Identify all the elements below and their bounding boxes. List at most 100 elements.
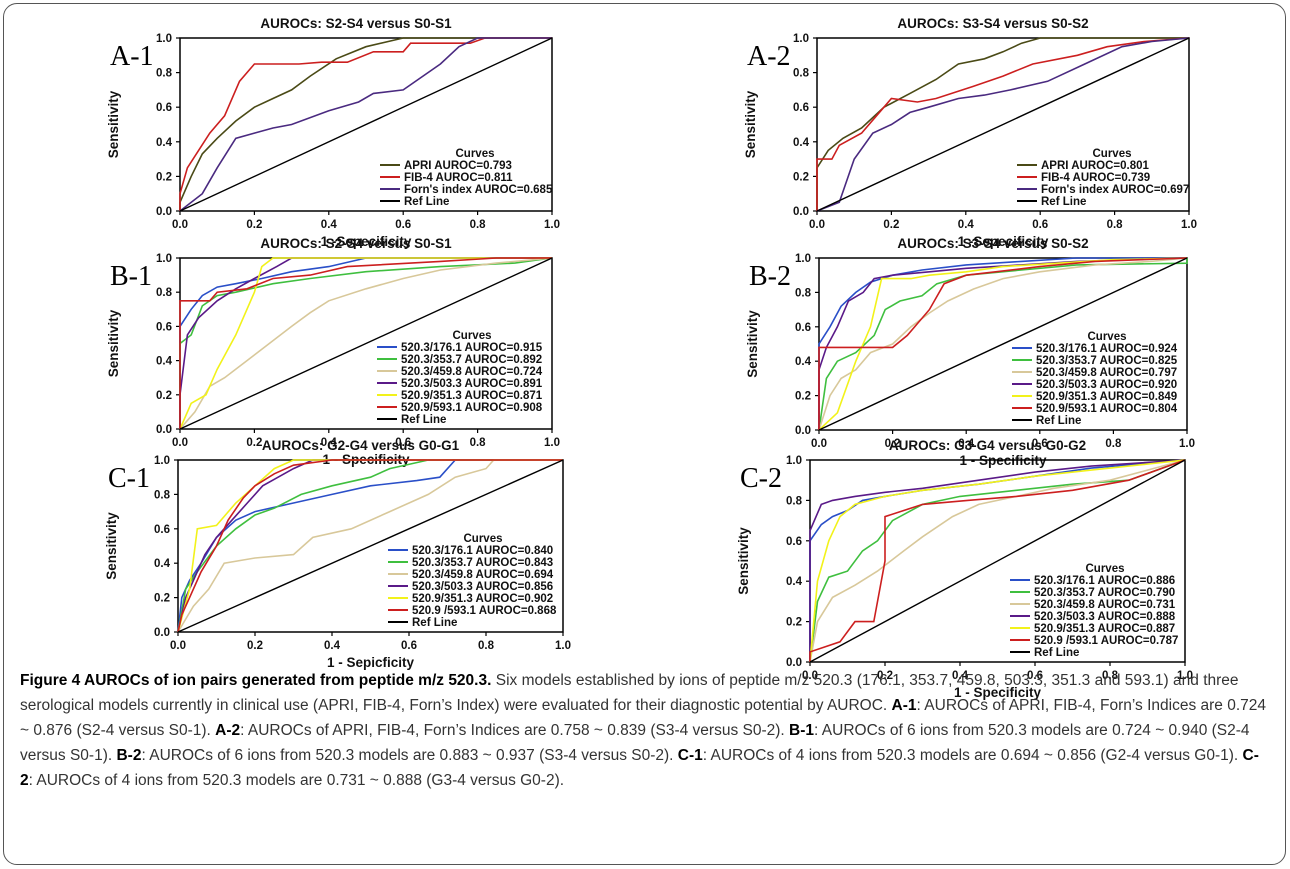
series-line <box>809 459 1186 663</box>
y-tick-label: 0.4 <box>154 558 171 570</box>
legend-entry: 520.3/353.7 AUROC=0.892 <box>401 354 542 366</box>
series-line <box>809 459 1186 662</box>
x-tick-label: 0.0 <box>802 670 818 682</box>
legend-entry: 520.3/503.3 AUROC=0.888 <box>1034 611 1176 623</box>
y-tick-label: 0.0 <box>154 627 170 639</box>
caption-text-a1: : AUROCs of APRI, FIB-4, Forn’s Indices … <box>20 697 1267 739</box>
series-line <box>179 37 552 211</box>
legend-entry: 520.3/459.8 AUROC=0.731 <box>1034 599 1176 611</box>
x-tick-label: 0.4 <box>952 670 969 682</box>
series-line <box>177 459 564 633</box>
series-line <box>179 257 553 430</box>
legend-title: Curves <box>1093 148 1132 160</box>
y-tick-label: 0.2 <box>156 390 172 402</box>
y-tick-label: 0.8 <box>786 495 803 507</box>
y-tick-label: 0.6 <box>154 524 170 536</box>
y-tick-label: 0.6 <box>156 102 172 114</box>
y-tick-label: 0.8 <box>154 489 171 501</box>
series-line <box>816 37 1190 211</box>
x-tick-label: 0.8 <box>1107 219 1124 231</box>
y-tick-label: 1.0 <box>156 33 172 45</box>
x-tick-label: 1.0 <box>544 219 560 231</box>
x-tick-label: 0.8 <box>1105 438 1122 450</box>
y-axis-label: Sensitivity <box>104 512 119 580</box>
legend-entry: 520.3/176.1 AUROC=0.840 <box>412 545 553 557</box>
y-tick-label: 0.2 <box>793 171 809 183</box>
chart-title: AUROCs: S2-S4 versus S0-S1 <box>260 16 452 31</box>
x-tick-label: 0.2 <box>883 219 899 231</box>
panel-label: C-2 <box>740 463 782 494</box>
caption-text-c2: : AUROCs of 4 ions from 520.3 models are… <box>28 772 565 789</box>
legend-entry: APRI AUROC=0.801 <box>1041 160 1150 172</box>
x-tick-label: 0.0 <box>809 219 825 231</box>
y-tick-label: 0.4 <box>156 137 173 149</box>
x-axis-label: 1 -Sepecificity <box>321 234 412 249</box>
legend-title: Curves <box>456 148 495 160</box>
legend-entry: 520.3/353.7 AUROC=0.790 <box>1034 587 1175 599</box>
x-tick-label: 0.8 <box>470 437 487 449</box>
caption-heading: Figure 4 AUROCs of ion pairs generated f… <box>20 672 492 689</box>
series-line <box>179 257 553 430</box>
x-axis-label: 1 -Sepecificity <box>958 234 1049 249</box>
plot-frame <box>816 37 1190 212</box>
caption-label-b1: B-1 <box>789 722 815 739</box>
y-tick-label: 0.2 <box>154 593 170 605</box>
y-tick-label: 0.4 <box>793 137 810 149</box>
x-tick-label: 0.6 <box>1032 438 1048 450</box>
legend-entry: 520.9/351.3 AUROC=0.887 <box>1034 623 1175 635</box>
x-tick-label: 0.4 <box>321 437 338 449</box>
legend-entry: 520.3/353.7 AUROC=0.825 <box>1036 355 1178 367</box>
plot-frame <box>179 37 553 212</box>
y-tick-label: 0.0 <box>786 657 802 669</box>
y-tick-label: 0.8 <box>795 287 812 299</box>
y-tick-label: 0.4 <box>786 576 803 588</box>
x-tick-label: 0.4 <box>958 219 975 231</box>
chart-title: AUROCs: G2-G4 versus G0-G1 <box>262 438 460 453</box>
series-line <box>179 257 552 430</box>
legend-entry: 520.3/176.1 AUROC=0.886 <box>1034 575 1175 587</box>
legend-entry: Ref Line <box>1034 647 1079 659</box>
figure-frame <box>3 3 1286 865</box>
legend-title: Curves <box>464 533 503 545</box>
x-tick-label: 1.0 <box>1181 219 1197 231</box>
series-line <box>179 257 552 429</box>
legend-title: Curves <box>1088 331 1127 343</box>
y-tick-label: 1.0 <box>795 253 811 265</box>
y-tick-label: 0.6 <box>786 536 802 548</box>
caption-text-a2: : AUROCs of APRI, FIB-4, Forn’s Indices … <box>240 722 790 739</box>
y-tick-label: 1.0 <box>793 33 809 45</box>
y-tick-label: 0.4 <box>156 356 173 368</box>
panel-a2: AUROCs: S3-S4 versus S0-S2 A-2 0.0 0.2 0.4 0.… <box>645 10 1285 249</box>
roc-chart-b1: AUROCs: S2-S4 versus S0-S1 B-1 0.0 0.2 0.4 0.… <box>106 236 560 467</box>
legend-entry: FIB-4 AUROC=0.739 <box>1041 172 1150 184</box>
legend-entry: 520.3/503.3 AUROC=0.856 <box>412 581 553 593</box>
x-tick-label: 1.0 <box>544 437 560 449</box>
x-tick-label: 0.2 <box>246 219 262 231</box>
panel-b1: AUROCs: S2-S4 versus S0-S1 B-1 0.0 0.2 0.4 0.… <box>5 220 645 467</box>
x-tick-label: 0.8 <box>478 640 495 652</box>
legend-entry: 520.3/459.8 AUROC=0.694 <box>412 569 554 581</box>
panel-label: A-2 <box>747 41 791 72</box>
y-tick-label: 1.0 <box>786 455 802 467</box>
legend-entry: Ref Line <box>1036 415 1081 427</box>
x-tick-label: 1.0 <box>555 640 571 652</box>
caption-text-c1: : AUROCs of 4 ions from 520.3 models are… <box>702 747 1243 764</box>
x-axis-label: 1 - Specificity <box>954 685 1042 700</box>
y-tick-label: 0.6 <box>795 322 811 334</box>
x-tick-label: 0.0 <box>172 437 188 449</box>
figure-caption: Figure 4 AUROCs of ion pairs generated f… <box>20 668 1270 793</box>
legend-entry: Ref Line <box>412 617 457 629</box>
series-line <box>818 257 1188 431</box>
series-line <box>818 257 1188 431</box>
y-tick-label: 0.0 <box>156 206 172 218</box>
legend-entry: Ref Line <box>1041 196 1086 208</box>
x-tick-label: 0.8 <box>1102 670 1119 682</box>
x-tick-label: 0.6 <box>401 640 417 652</box>
panel-label: B-2 <box>749 261 791 292</box>
series-line <box>179 37 553 212</box>
x-tick-label: 0.6 <box>1027 670 1043 682</box>
x-axis-label: 1 - Sepicficity <box>327 655 415 670</box>
series-line <box>809 459 1186 663</box>
x-tick-label: 0.6 <box>1032 219 1048 231</box>
y-axis-label: Sensitivity <box>745 310 760 378</box>
